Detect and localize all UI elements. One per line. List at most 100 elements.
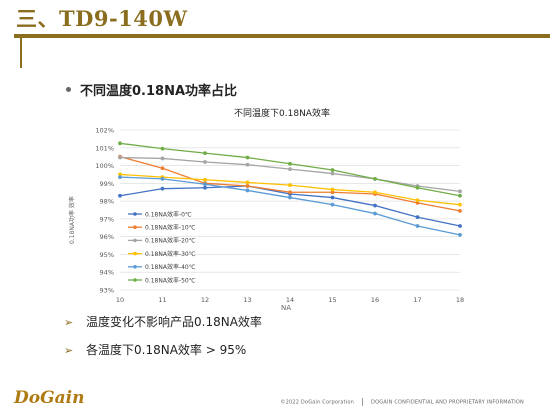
legend-marker	[133, 238, 137, 243]
footer: ©2022 DoGain Corporation DOGAIN CONFIDENT…	[280, 398, 524, 406]
data-point	[245, 188, 250, 193]
x-tick-label: 13	[243, 296, 251, 304]
legend-label: 0.18NA效率-10℃	[145, 224, 196, 232]
chart-legend: 0.18NA效率-0℃ 0.18NA效率-10℃ 0.18NA效率-20℃ 0.18N…	[128, 210, 196, 284]
data-point	[330, 168, 335, 172]
legend-label: 0.18NA效率-0℃	[145, 210, 192, 218]
y-tick-label: 99%	[100, 180, 114, 188]
data-point	[160, 186, 165, 191]
bullet-dot-icon	[66, 87, 71, 92]
legend-marker	[133, 278, 137, 282]
x-tick-label: 12	[201, 296, 209, 304]
title-accent-mark	[20, 38, 22, 68]
data-point	[288, 167, 292, 172]
footer-copyright: ©2022 DoGain Corporation	[280, 399, 355, 406]
y-tick-label: 102%	[95, 127, 114, 135]
data-point	[160, 146, 165, 151]
footer-confidential: DOGAIN CONFIDENTIAL AND PROPRIETARY INFO…	[371, 399, 524, 406]
title-underline	[14, 34, 550, 38]
section-heading-text: 不同温度0.18NA功率占比	[80, 84, 238, 99]
data-point	[288, 190, 292, 195]
summary-bullet: ➢ 各温度下0.18NA效率 > 95%	[64, 342, 262, 370]
data-point	[415, 200, 420, 205]
data-point	[415, 185, 420, 190]
summary-bullet-text: 温度变化不影响产品0.18NA效率	[86, 315, 262, 329]
data-point	[330, 202, 335, 207]
dogain-logo: DoGain	[14, 388, 85, 408]
data-point	[160, 176, 165, 181]
y-tick-label: 94%	[100, 269, 114, 277]
data-point	[330, 171, 335, 176]
data-point	[415, 215, 420, 220]
legend-marker	[133, 212, 137, 216]
data-point	[160, 166, 165, 171]
x-tick-label: 10	[116, 296, 124, 304]
y-tick-label: 93%	[100, 287, 114, 295]
y-tick-label: 101%	[95, 144, 114, 152]
summary-bullet-text: 各温度下0.18NA效率 > 95%	[86, 343, 247, 357]
data-point	[373, 176, 377, 181]
axis-ticks: 93% 94% 95% 96% 97% 98% 99% 100% 101% 102% 10 11 12 1…	[95, 127, 464, 305]
data-point	[415, 198, 420, 203]
grid-lines	[120, 129, 460, 291]
data-point	[288, 161, 292, 166]
x-tick-label: 16	[371, 296, 379, 304]
section-heading: 不同温度0.18NA功率占比	[66, 80, 237, 99]
data-point	[288, 183, 292, 188]
x-tick-label: 17	[413, 296, 421, 304]
data-point	[288, 195, 292, 200]
data-point	[203, 160, 207, 164]
data-point	[118, 141, 122, 146]
footer-divider	[362, 398, 364, 406]
data-point	[458, 189, 462, 194]
data-point	[458, 224, 462, 228]
data-point	[118, 155, 122, 160]
legend-marker	[133, 251, 137, 256]
data-point	[245, 155, 250, 160]
x-tick-label: 14	[286, 296, 294, 304]
slide-title: 三、TD9-140W	[16, 6, 188, 31]
data-point	[203, 177, 207, 182]
summary-bullet: ➢ 温度变化不影响产品0.18NA效率	[64, 314, 262, 342]
x-tick-label: 11	[158, 296, 166, 304]
y-axis-label: 0.18NA功率 效率	[68, 196, 76, 244]
arrow-bullet-icon: ➢	[64, 344, 74, 357]
y-tick-label: 100%	[95, 162, 114, 170]
data-point	[458, 208, 462, 213]
y-tick-label: 95%	[100, 251, 114, 259]
data-point	[458, 202, 462, 207]
arrow-bullet-icon: ➢	[64, 316, 74, 329]
data-point	[118, 193, 122, 198]
data-point	[330, 195, 335, 200]
efficiency-line-chart: 93% 94% 95% 96% 97% 98% 99% 100% 101% 102% 10 11 12 1…	[68, 107, 464, 312]
data-point	[160, 156, 165, 161]
x-axis-label: NA	[281, 304, 291, 312]
data-point	[245, 184, 250, 188]
legend-label: 0.18NA效率-30℃	[145, 250, 196, 258]
data-point	[330, 190, 335, 195]
y-tick-label: 97%	[100, 215, 114, 223]
legend-marker	[133, 265, 137, 269]
x-tick-label: 18	[456, 296, 464, 304]
legend-label: 0.18NA效率-50℃	[145, 276, 196, 284]
data-point	[458, 232, 462, 237]
data-point	[118, 175, 122, 180]
data-point	[458, 193, 462, 198]
legend-marker	[133, 225, 137, 229]
data-point	[245, 180, 250, 185]
data-point	[373, 190, 377, 195]
x-tick-label: 15	[328, 296, 336, 304]
data-point	[373, 211, 377, 216]
y-tick-label: 96%	[100, 233, 114, 241]
legend-label: 0.18NA效率-20℃	[145, 237, 196, 245]
data-point	[415, 224, 420, 228]
y-tick-label: 98%	[100, 198, 114, 206]
data-point	[118, 172, 122, 177]
series-lines	[118, 141, 462, 237]
data-point	[203, 151, 207, 156]
chart-title: 不同温度下0.18NA效率	[234, 107, 330, 119]
data-point	[373, 203, 377, 208]
data-point	[203, 182, 207, 187]
data-point	[245, 162, 250, 167]
legend-label: 0.18NA效率-40℃	[145, 263, 196, 271]
